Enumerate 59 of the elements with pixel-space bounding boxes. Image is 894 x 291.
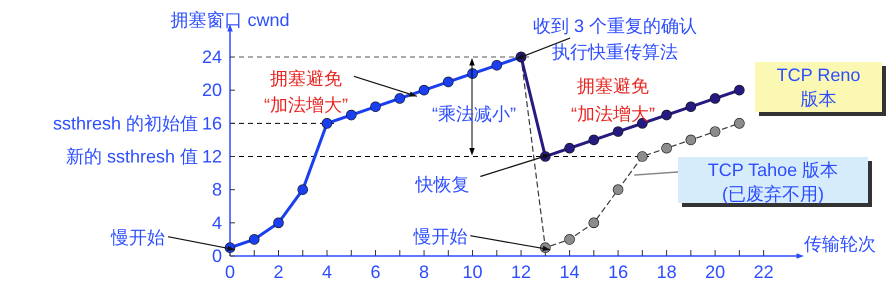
x-tick-label: 8: [419, 262, 430, 282]
point: [492, 60, 502, 71]
x-tick-label: 12: [511, 262, 532, 282]
point: [734, 118, 745, 129]
point: [588, 134, 600, 146]
x-tick-label: 4: [322, 262, 332, 282]
point: [661, 110, 672, 120]
point: [710, 126, 720, 137]
series-label: TCP Reno 版本: [776, 65, 860, 109]
legend-label: TCP Tahoe 版本 (已废弃不用): [708, 160, 838, 204]
x-axis-title: 传输轮次: [804, 234, 876, 254]
point: [637, 151, 648, 162]
point: [564, 234, 575, 245]
point: [273, 218, 284, 228]
annotation: “加法增大”: [571, 104, 655, 124]
point: [297, 184, 308, 195]
y-tick-label: 20: [202, 80, 222, 100]
x-tick-label: 18: [656, 262, 677, 282]
x-tick-label: 20: [705, 262, 726, 282]
point: [612, 184, 624, 195]
ref-line-label: ssthresh 的初始值: [52, 113, 198, 134]
point: [322, 118, 332, 129]
annotation: 快恢复: [414, 174, 470, 195]
point: [588, 218, 600, 228]
ref-line-label: 新的 ssthresh 值: [66, 146, 198, 167]
point: [394, 93, 406, 104]
annotation: 慢开始: [110, 228, 165, 248]
x-tick-label: 0: [224, 262, 236, 282]
annotation: 执行快重传算法: [552, 42, 678, 62]
annotation: 收到 3 个重复的确认: [533, 16, 698, 36]
point: [661, 142, 672, 154]
y-tick-label: 12: [202, 146, 222, 167]
y-tick-label: 8: [212, 180, 222, 200]
annotation: 慢开始: [412, 226, 468, 247]
point: [346, 110, 357, 120]
point: [686, 101, 696, 112]
annotation: 拥塞避免: [270, 68, 342, 88]
point: [710, 93, 720, 104]
point: [370, 101, 381, 112]
point: [612, 126, 624, 137]
x-tick-label: 10: [462, 262, 483, 282]
y-axis-title: 拥塞窗口 cwnd: [170, 10, 290, 30]
annotation: “加法增大”: [264, 95, 348, 115]
x-tick-label: 14: [560, 262, 580, 282]
y-tick-label: 0: [212, 246, 222, 266]
y-tick-label: 24: [202, 47, 222, 68]
y-tick-label: 4: [212, 212, 222, 233]
point: [686, 134, 696, 146]
point: [734, 84, 745, 96]
point: [248, 234, 260, 245]
x-tick-label: 2: [274, 262, 284, 282]
point: [418, 84, 430, 96]
point: [443, 76, 454, 88]
point: [564, 142, 575, 154]
x-tick-label: 16: [608, 262, 628, 282]
x-tick-label: 6: [370, 262, 381, 282]
y-tick-label: 16: [202, 113, 222, 134]
annotation: 拥塞避免: [577, 76, 649, 96]
x-tick-label: 22: [754, 262, 774, 282]
